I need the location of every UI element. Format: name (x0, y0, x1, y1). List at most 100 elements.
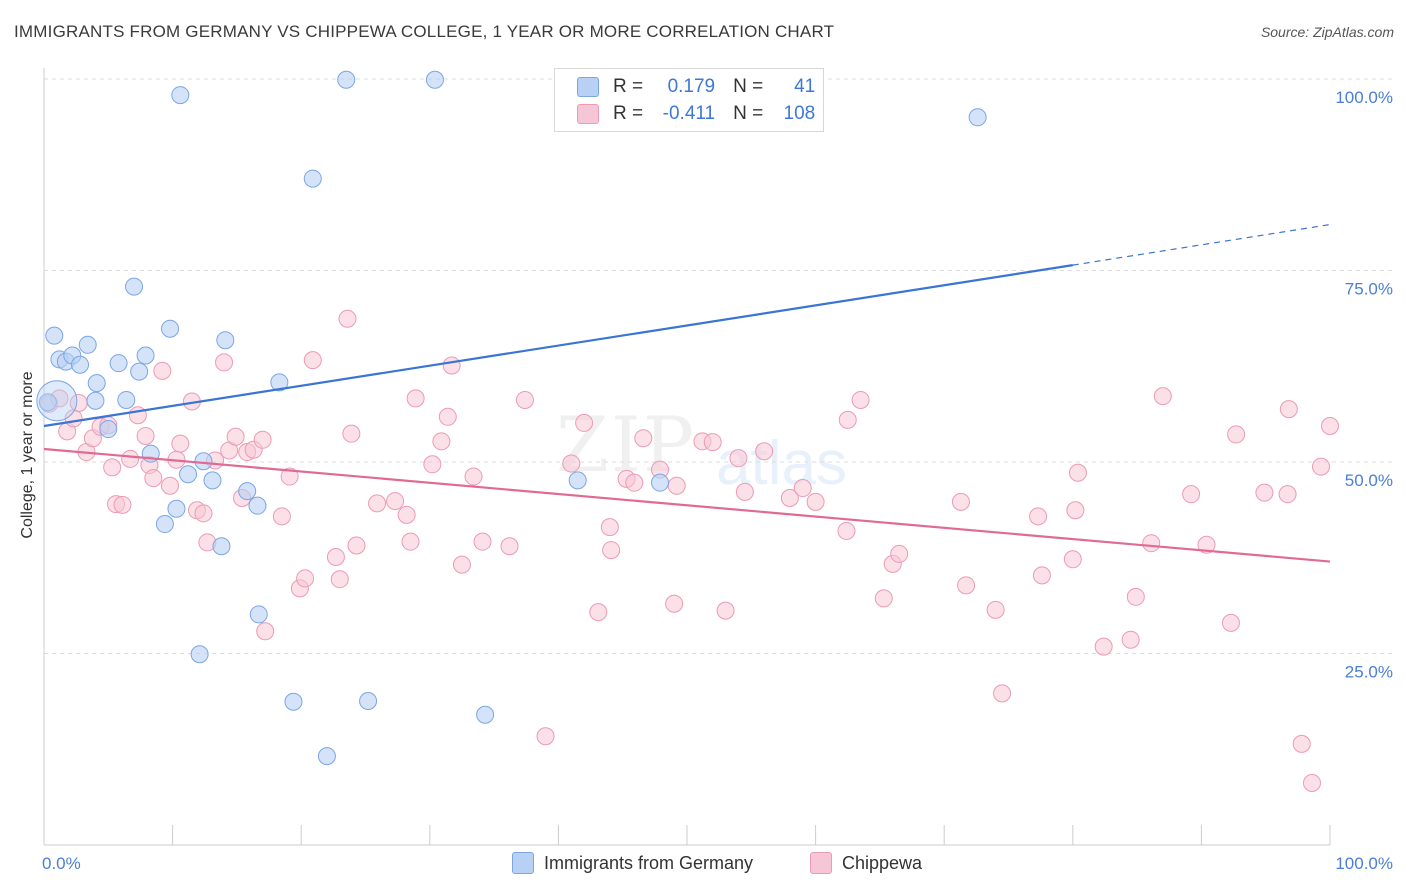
legend-r-value: 0.179 (667, 76, 716, 97)
series-legend: Immigrants from Germany Chippewa (0, 852, 1406, 878)
chippewa-point (452, 555, 471, 574)
chippewa-point (438, 407, 457, 426)
germany-point (212, 537, 231, 556)
axes (43, 68, 1331, 846)
chippewa-point (194, 504, 213, 523)
germany-point (190, 645, 209, 664)
chippewa-point (113, 495, 132, 514)
germany-point (216, 331, 235, 350)
germany-point (45, 326, 64, 345)
legend-row-germany: R = 0.179 N = 41 (577, 75, 815, 99)
legend-item-chippewa[interactable]: Chippewa (810, 852, 922, 874)
germany-point (86, 391, 105, 410)
chippewa-point (1321, 416, 1339, 435)
x-tick-label-min: 0.0% (42, 854, 81, 873)
germany-point (99, 420, 118, 439)
germany-point (167, 499, 186, 518)
chippewa-point (464, 467, 483, 486)
germany-point (425, 70, 444, 89)
germany-point (650, 473, 669, 492)
legend-item-germany[interactable]: Immigrants from Germany (512, 852, 753, 874)
chippewa-point (386, 492, 405, 511)
chippewa-point (806, 492, 825, 511)
legend-r-value: -0.411 (662, 103, 716, 124)
chippewa-point (562, 454, 581, 473)
germany-point (155, 515, 174, 534)
germany-point (117, 390, 136, 409)
gridlines (44, 78, 1395, 654)
chart-title: IMMIGRANTS FROM GERMANY VS CHIPPEWA COLL… (14, 22, 835, 41)
chippewa-point (136, 426, 155, 445)
y-tick-label: 25.0% (1345, 663, 1393, 682)
germany-point (359, 691, 378, 710)
chippewa-trend-line (43, 447, 1331, 563)
chippewa-point (1278, 485, 1297, 504)
germany-point (171, 86, 190, 105)
correlation-legend: R = 0.179 N = 41 R = -0.411 N = 108 (554, 68, 824, 132)
chippewa-point (280, 467, 299, 486)
chippewa-point (423, 455, 442, 474)
chippewa-point (838, 410, 857, 429)
chippewa-point (1126, 587, 1145, 606)
legend-n-label: N = (733, 103, 764, 124)
chippewa-point (993, 684, 1012, 703)
y-tick-label: 100.0% (1335, 88, 1393, 107)
germany-point (248, 496, 267, 515)
germany-point (568, 471, 587, 490)
chippewa-point (890, 544, 909, 563)
germany-point (109, 354, 128, 373)
chippewa-point (253, 430, 272, 449)
chippewa-point (432, 432, 451, 451)
chippewa-point (500, 537, 519, 556)
chippewa-point (1197, 535, 1216, 554)
chippewa-point (144, 469, 163, 488)
chippewa-point (226, 427, 245, 446)
germany-point (136, 346, 155, 365)
germany-point (249, 605, 268, 624)
chippewa-point (347, 536, 366, 555)
chippewa-point (103, 458, 122, 477)
chippewa-point (1182, 485, 1201, 504)
swatch-chippewa (810, 852, 832, 874)
germany-point (476, 705, 495, 724)
germany-point (284, 692, 303, 711)
series-germany (36, 70, 987, 766)
chippewa-point (634, 429, 653, 448)
germany-point (161, 319, 180, 338)
chippewa-point (303, 351, 322, 370)
chippewa-point (602, 541, 621, 560)
legend-swatch-chippewa (577, 104, 599, 124)
chippewa-point (1142, 534, 1161, 553)
x-tick-label-max: 100.0% (1335, 854, 1393, 873)
germany-point (87, 374, 106, 393)
chippewa-point (703, 433, 722, 452)
chippewa-point (755, 442, 774, 461)
chippewa-point (600, 518, 619, 537)
trend-lines (43, 223, 1331, 563)
chippewa-point (1063, 550, 1082, 569)
germany-point (71, 355, 90, 374)
chippewa-point (1279, 400, 1298, 419)
chippewa-point (951, 492, 970, 511)
chippewa-point (161, 476, 180, 495)
chippewa-point (1068, 463, 1087, 482)
chippewa-point (729, 449, 748, 468)
legend-swatch-germany (577, 77, 599, 97)
chippewa-point (330, 570, 349, 589)
legend-n-value: 41 (794, 76, 816, 97)
chippewa-point (442, 356, 461, 375)
legend-n-value: 108 (783, 103, 816, 124)
chippewa-point (272, 507, 291, 526)
tick-labels: 25.0% 50.0% 75.0% 100.0% 0.0% 100.0% (42, 88, 1393, 873)
germany-point (36, 380, 78, 422)
chippewa-point (296, 569, 315, 588)
chippewa-point (401, 532, 420, 551)
chippewa-point (153, 361, 172, 380)
chippewa-point (1221, 613, 1240, 632)
chippewa-point (1255, 483, 1274, 502)
chippewa-point (793, 479, 812, 498)
germany-point (238, 482, 257, 501)
legend-label-germany: Immigrants from Germany (544, 852, 754, 873)
legend-r-label: R = (613, 76, 644, 97)
chippewa-point (851, 390, 870, 409)
